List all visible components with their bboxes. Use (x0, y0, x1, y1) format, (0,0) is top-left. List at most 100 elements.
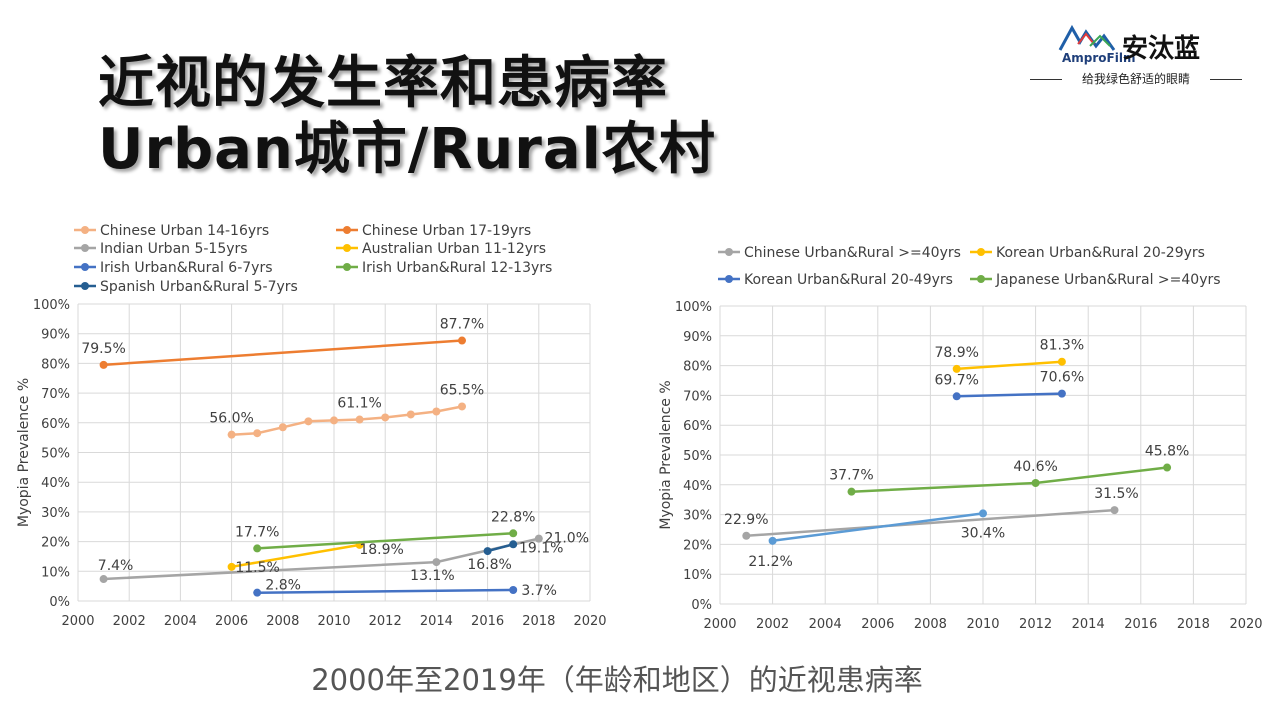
y-tick-label: 90% (683, 330, 712, 345)
data-label: 17.7% (235, 524, 279, 540)
data-point (253, 429, 262, 438)
data-point (1031, 479, 1040, 488)
y-tick-label: 80% (41, 357, 70, 372)
data-point (742, 531, 751, 540)
data-label: 45.8% (1145, 444, 1189, 460)
data-point (330, 416, 338, 425)
data-label: 65.5% (440, 382, 484, 398)
data-label: 3.7% (521, 583, 557, 599)
data-label: 21.2% (748, 554, 792, 570)
y-tick-label: 10% (683, 568, 712, 583)
data-label: 37.7% (829, 468, 873, 484)
data-label: 78.9% (934, 345, 978, 361)
page-caption: 2000年至2019年（年龄和地区）的近视患病率 (311, 663, 923, 697)
data-point (534, 534, 543, 543)
data-point (1110, 506, 1119, 515)
y-tick-label: 10% (41, 565, 70, 580)
legend-label: Korean Urban&Rural 20-49yrs (744, 272, 953, 288)
data-label: 87.7% (440, 317, 484, 333)
series-line (772, 512, 984, 543)
x-tick-label: 2006 (215, 614, 248, 629)
legend-marker (725, 275, 733, 283)
data-point (406, 410, 415, 419)
data-label: 18.9% (359, 542, 403, 558)
legend-label: Spanish Urban&Rural 5-7yrs (100, 279, 298, 295)
data-point (1057, 357, 1066, 366)
data-point (278, 423, 287, 432)
legend-marker (725, 248, 733, 256)
series-line (487, 543, 514, 553)
x-tick-label: 2018 (1177, 617, 1210, 632)
chart-right: 0% 10% 20% 30% 40% 50% 60% 70% 80% 90% 100% 2000 200… (658, 245, 1263, 632)
y-tick-label: 70% (41, 387, 70, 402)
y-tick-label: 100% (33, 298, 70, 313)
x-tick-label: 2020 (573, 614, 606, 629)
x-tick-label: 2010 (317, 614, 350, 629)
x-tick-label: 2004 (809, 617, 842, 632)
y-tick-label: 30% (683, 509, 712, 524)
series-line (956, 360, 1062, 371)
data-label: 69.7% (934, 372, 978, 388)
data-point (458, 336, 466, 345)
data-point (355, 415, 364, 424)
data-label: 70.6% (1040, 370, 1084, 386)
data-label: 11.5% (235, 560, 279, 576)
data-label: 13.1% (410, 568, 454, 584)
legend-label: Chinese Urban 14-16yrs (100, 223, 269, 239)
y-tick-label: 50% (683, 449, 712, 464)
logo-tagline: 给我绿色舒适的眼睛 (1081, 72, 1190, 86)
series-line (231, 543, 360, 569)
y-tick-label: 40% (41, 476, 70, 491)
logo-brand-cn: 安汰蓝 (1122, 34, 1201, 64)
data-point (509, 529, 518, 538)
data-point (227, 562, 236, 571)
series-line (103, 339, 463, 367)
series-line (257, 588, 514, 594)
y-tick-label: 60% (683, 419, 712, 434)
legend-marker (81, 282, 89, 290)
legend-label: Chinese Urban&Rural >=40yrs (744, 245, 961, 261)
data-point (432, 558, 441, 567)
series-line (746, 508, 1115, 538)
logo-divider-left (1030, 79, 1062, 80)
x-tick-label: 2002 (113, 614, 146, 629)
data-label: 2.8% (265, 578, 301, 594)
data-point (847, 487, 856, 496)
legend-label: Irish Urban&Rural 12-13yrs (362, 260, 552, 276)
data-label: 16.8% (467, 557, 511, 573)
legend-marker (81, 226, 89, 234)
data-point (99, 360, 108, 369)
legend-label: Australian Urban 11-12yrs (362, 241, 546, 257)
data-point (483, 547, 492, 556)
legend-label: Irish Urban&Rural 6-7yrs (100, 260, 273, 276)
data-point (768, 536, 777, 545)
data-point (304, 417, 313, 426)
data-point (458, 402, 466, 411)
x-tick-label: 2016 (1124, 617, 1157, 632)
data-label: 56.0% (209, 411, 253, 427)
y-tick-label: 0% (49, 595, 70, 610)
legend-label: Indian Urban 5-15yrs (100, 241, 248, 257)
y-tick-label: 80% (683, 360, 712, 375)
data-label: 21.0% (545, 531, 589, 547)
x-tick-label: 2002 (756, 617, 789, 632)
series-line (257, 532, 514, 550)
data-label: 79.5% (81, 341, 125, 357)
data-point (952, 364, 961, 373)
page-title-line2: Urban城市/Rural农村 (98, 117, 716, 182)
y-axis-label: Myopia Prevalence % (658, 380, 674, 529)
page-title-line1: 近视的发生率和患病率 (98, 51, 668, 116)
legend-marker (343, 244, 351, 252)
x-tick-label: 2012 (369, 614, 402, 629)
data-label: 7.4% (98, 558, 134, 574)
x-tick-label: 2014 (1072, 617, 1105, 632)
x-tick-label: 2016 (471, 614, 504, 629)
x-tick-label: 2004 (164, 614, 197, 629)
data-point (432, 407, 441, 416)
y-tick-label: 60% (41, 417, 70, 432)
logo-brand-en: AmproFilm (1062, 51, 1135, 65)
y-tick-label: 20% (41, 536, 70, 551)
series-line (956, 392, 1062, 398)
legend-label: Chinese Urban 17-19yrs (362, 223, 531, 239)
data-point (381, 413, 390, 422)
